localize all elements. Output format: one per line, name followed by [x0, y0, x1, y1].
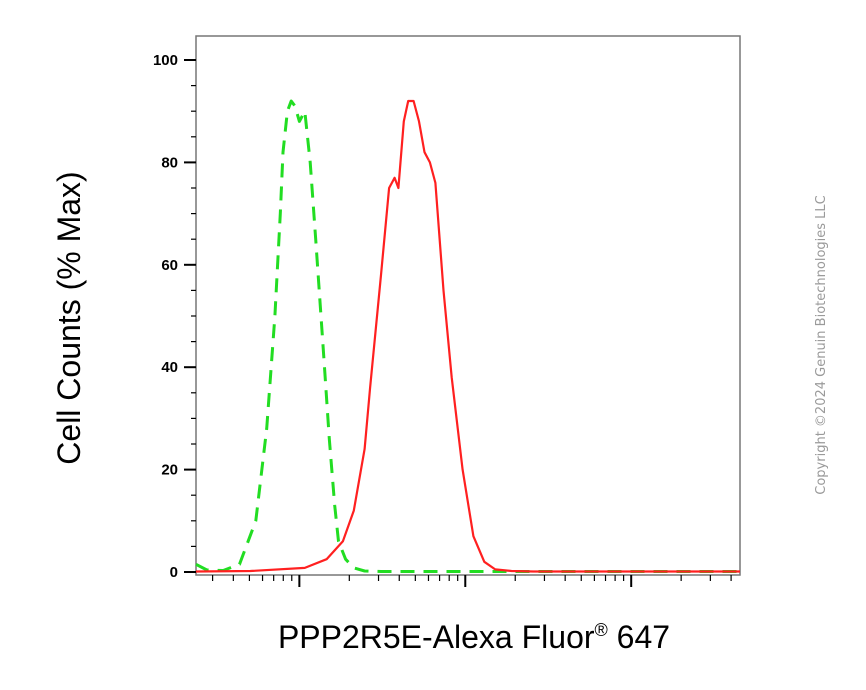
- y-tick-label: 60: [161, 257, 178, 274]
- y-tick-label: 20: [161, 462, 178, 479]
- y-tick-label: 80: [161, 154, 178, 171]
- y-tick-label: 0: [170, 564, 178, 581]
- sample-histogram-line: [195, 99, 740, 573]
- y-tick-label: 40: [161, 359, 178, 376]
- y-tick-label: 100: [153, 52, 178, 69]
- control-histogram-line: [195, 99, 740, 573]
- x-axis-label: PPP2R5E-Alexa Fluor® 647: [278, 619, 670, 655]
- x-axis-ticks: [212, 575, 732, 587]
- copyright-text: Copyright ©2024 Genuin Biotechnologies L…: [814, 195, 829, 494]
- plot-frame: [195, 35, 741, 576]
- x-axis-label-main: PPP2R5E-Alexa Fluor: [278, 619, 595, 655]
- y-axis-ticks: 0 20 40 60 80 100: [153, 52, 196, 581]
- y-axis-label: Cell Counts (% Max): [51, 171, 87, 464]
- x-axis-label-tail: 647: [608, 619, 670, 655]
- series-group: [195, 99, 740, 573]
- x-axis-label-sup: ®: [595, 620, 608, 640]
